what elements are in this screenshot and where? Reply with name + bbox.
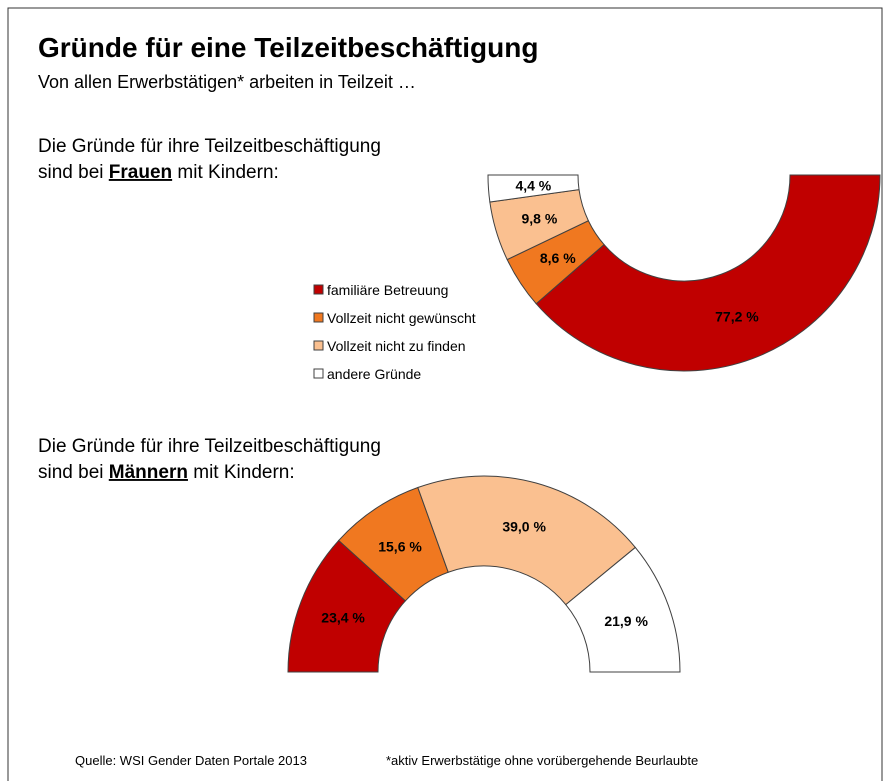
value-label: 23,4 % bbox=[321, 610, 365, 626]
source: Quelle: WSI Gender Daten Portale 2013 bbox=[75, 753, 307, 768]
legend-label: Vollzeit nicht zu finden bbox=[327, 338, 466, 354]
legend-swatch bbox=[313, 368, 324, 379]
section-heading: Die Gründe für ihre Teilzeitbeschäftigun… bbox=[38, 436, 381, 457]
slice bbox=[565, 546, 681, 673]
heading-text: sind bei bbox=[38, 462, 104, 483]
value-label: 8,6 % bbox=[540, 250, 576, 266]
value-label: 77,2 % bbox=[715, 308, 759, 324]
legend-swatch bbox=[313, 340, 324, 351]
heading-text: mit Kindern: bbox=[193, 462, 294, 483]
section-heading: Die Gründe für ihre Teilzeitbeschäftigun… bbox=[38, 136, 381, 157]
section-heading: sind bei Frauen mit Kindern: bbox=[38, 162, 279, 183]
heading-text: sind bei bbox=[38, 162, 104, 183]
value-label: 4,4 % bbox=[515, 177, 551, 193]
frame bbox=[7, 7, 883, 781]
heading-emphasis: Männern bbox=[109, 462, 188, 483]
legend-swatch bbox=[313, 312, 324, 323]
slice bbox=[487, 174, 580, 203]
value-label: 15,6 % bbox=[378, 538, 422, 554]
slice bbox=[535, 174, 881, 372]
subtitle: Von allen Erwerbstätigen* arbeiten in Te… bbox=[38, 72, 416, 92]
value-label: 39,0 % bbox=[502, 518, 546, 534]
legend-swatch bbox=[313, 284, 324, 295]
value-label: 9,8 % bbox=[521, 210, 557, 226]
footnote: *aktiv Erwerbstätige ohne vorübergehende… bbox=[386, 753, 698, 768]
legend-label: Vollzeit nicht gewünscht bbox=[327, 310, 476, 326]
title: Gründe für eine Teilzeitbeschäftigung bbox=[38, 32, 538, 63]
legend-label: andere Gründe bbox=[327, 366, 421, 382]
heading-text: mit Kindern: bbox=[177, 162, 278, 183]
heading-emphasis: Frauen bbox=[109, 162, 172, 183]
legend-label: familiäre Betreuung bbox=[327, 282, 448, 298]
section-heading: sind bei Männern mit Kindern: bbox=[38, 462, 295, 483]
value-label: 21,9 % bbox=[604, 613, 648, 629]
slice bbox=[417, 475, 637, 606]
